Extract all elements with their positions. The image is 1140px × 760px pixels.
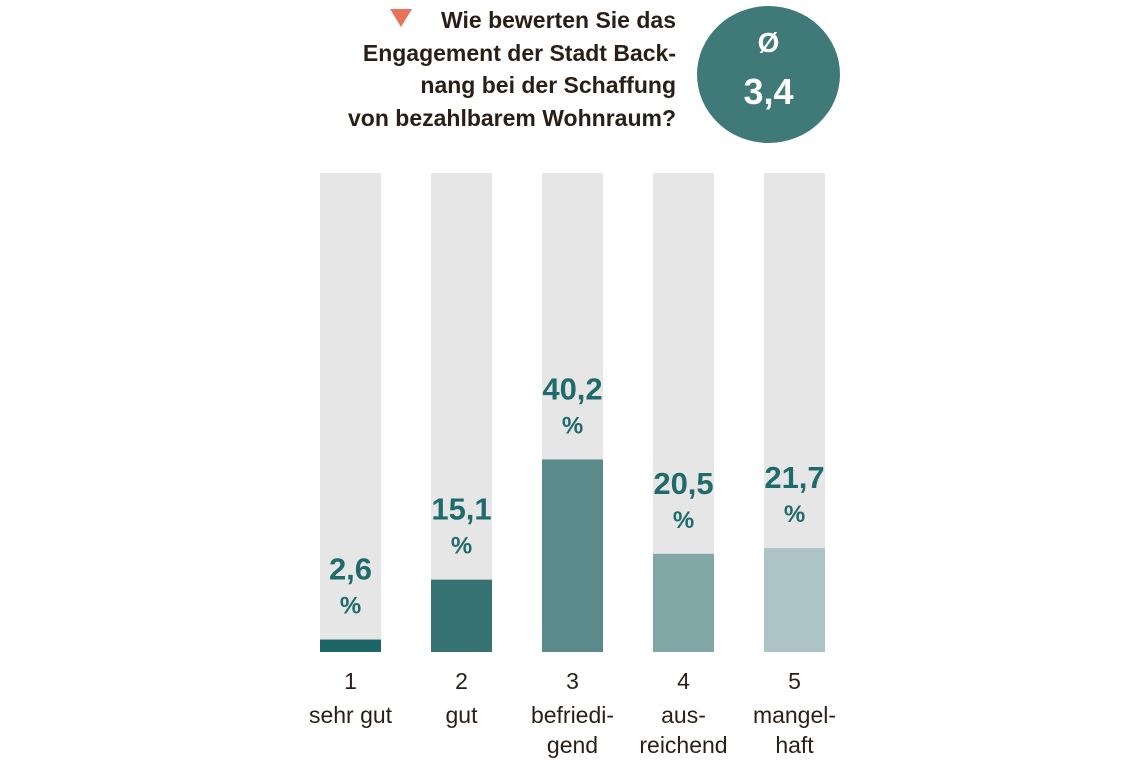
category-name-label: befriedi- <box>531 702 614 728</box>
bar-background <box>431 173 492 652</box>
bar-value-label: 21,7 <box>764 460 824 495</box>
category-grade-label: 1 <box>344 668 357 694</box>
average-badge: Ø 3,4 <box>697 6 840 143</box>
category-name-label: sehr gut <box>309 702 393 728</box>
bar <box>320 639 381 652</box>
average-value: 3,4 <box>743 71 794 112</box>
chart-title-line: Engagement der Stadt Back- <box>362 39 676 66</box>
bar <box>764 548 825 652</box>
bar-unit-label: % <box>451 533 472 560</box>
category-name-label: reichend <box>639 732 727 758</box>
chart-title-line: nang bei der Schaffung <box>420 72 676 98</box>
triangle-down-icon <box>390 9 412 27</box>
bar-value-label: 20,5 <box>653 466 713 501</box>
bar-background <box>320 173 381 652</box>
category-name-label: gend <box>547 732 598 758</box>
category-name-label: aus- <box>661 702 706 728</box>
category-grade-label: 3 <box>566 668 579 694</box>
category-name-label: gut <box>446 702 479 728</box>
category-name-label: mangel- <box>753 702 836 728</box>
bar-unit-label: % <box>673 507 694 534</box>
bar <box>653 553 714 652</box>
average-symbol: Ø <box>757 27 780 58</box>
bar-unit-label: % <box>784 501 805 528</box>
bar-value-label: 15,1 <box>431 492 491 527</box>
bar-value-label: 40,2 <box>542 371 602 406</box>
bar-value-label: 2,6 <box>329 552 372 587</box>
bar-unit-label: % <box>562 412 583 439</box>
category-grade-label: 2 <box>455 668 468 694</box>
bar <box>542 459 603 652</box>
category-grade-label: 4 <box>677 668 690 694</box>
bar <box>431 579 492 652</box>
category-grade-label: 5 <box>788 668 801 694</box>
category-name-label: haft <box>775 732 814 758</box>
bar-unit-label: % <box>340 593 361 620</box>
chart-title: Wie bewerten Sie das Engagement der Stad… <box>300 4 676 134</box>
chart-title-line: Wie bewerten Sie das <box>441 7 676 33</box>
chart-title-line: von bezahlbarem Wohnraum? <box>347 104 676 131</box>
